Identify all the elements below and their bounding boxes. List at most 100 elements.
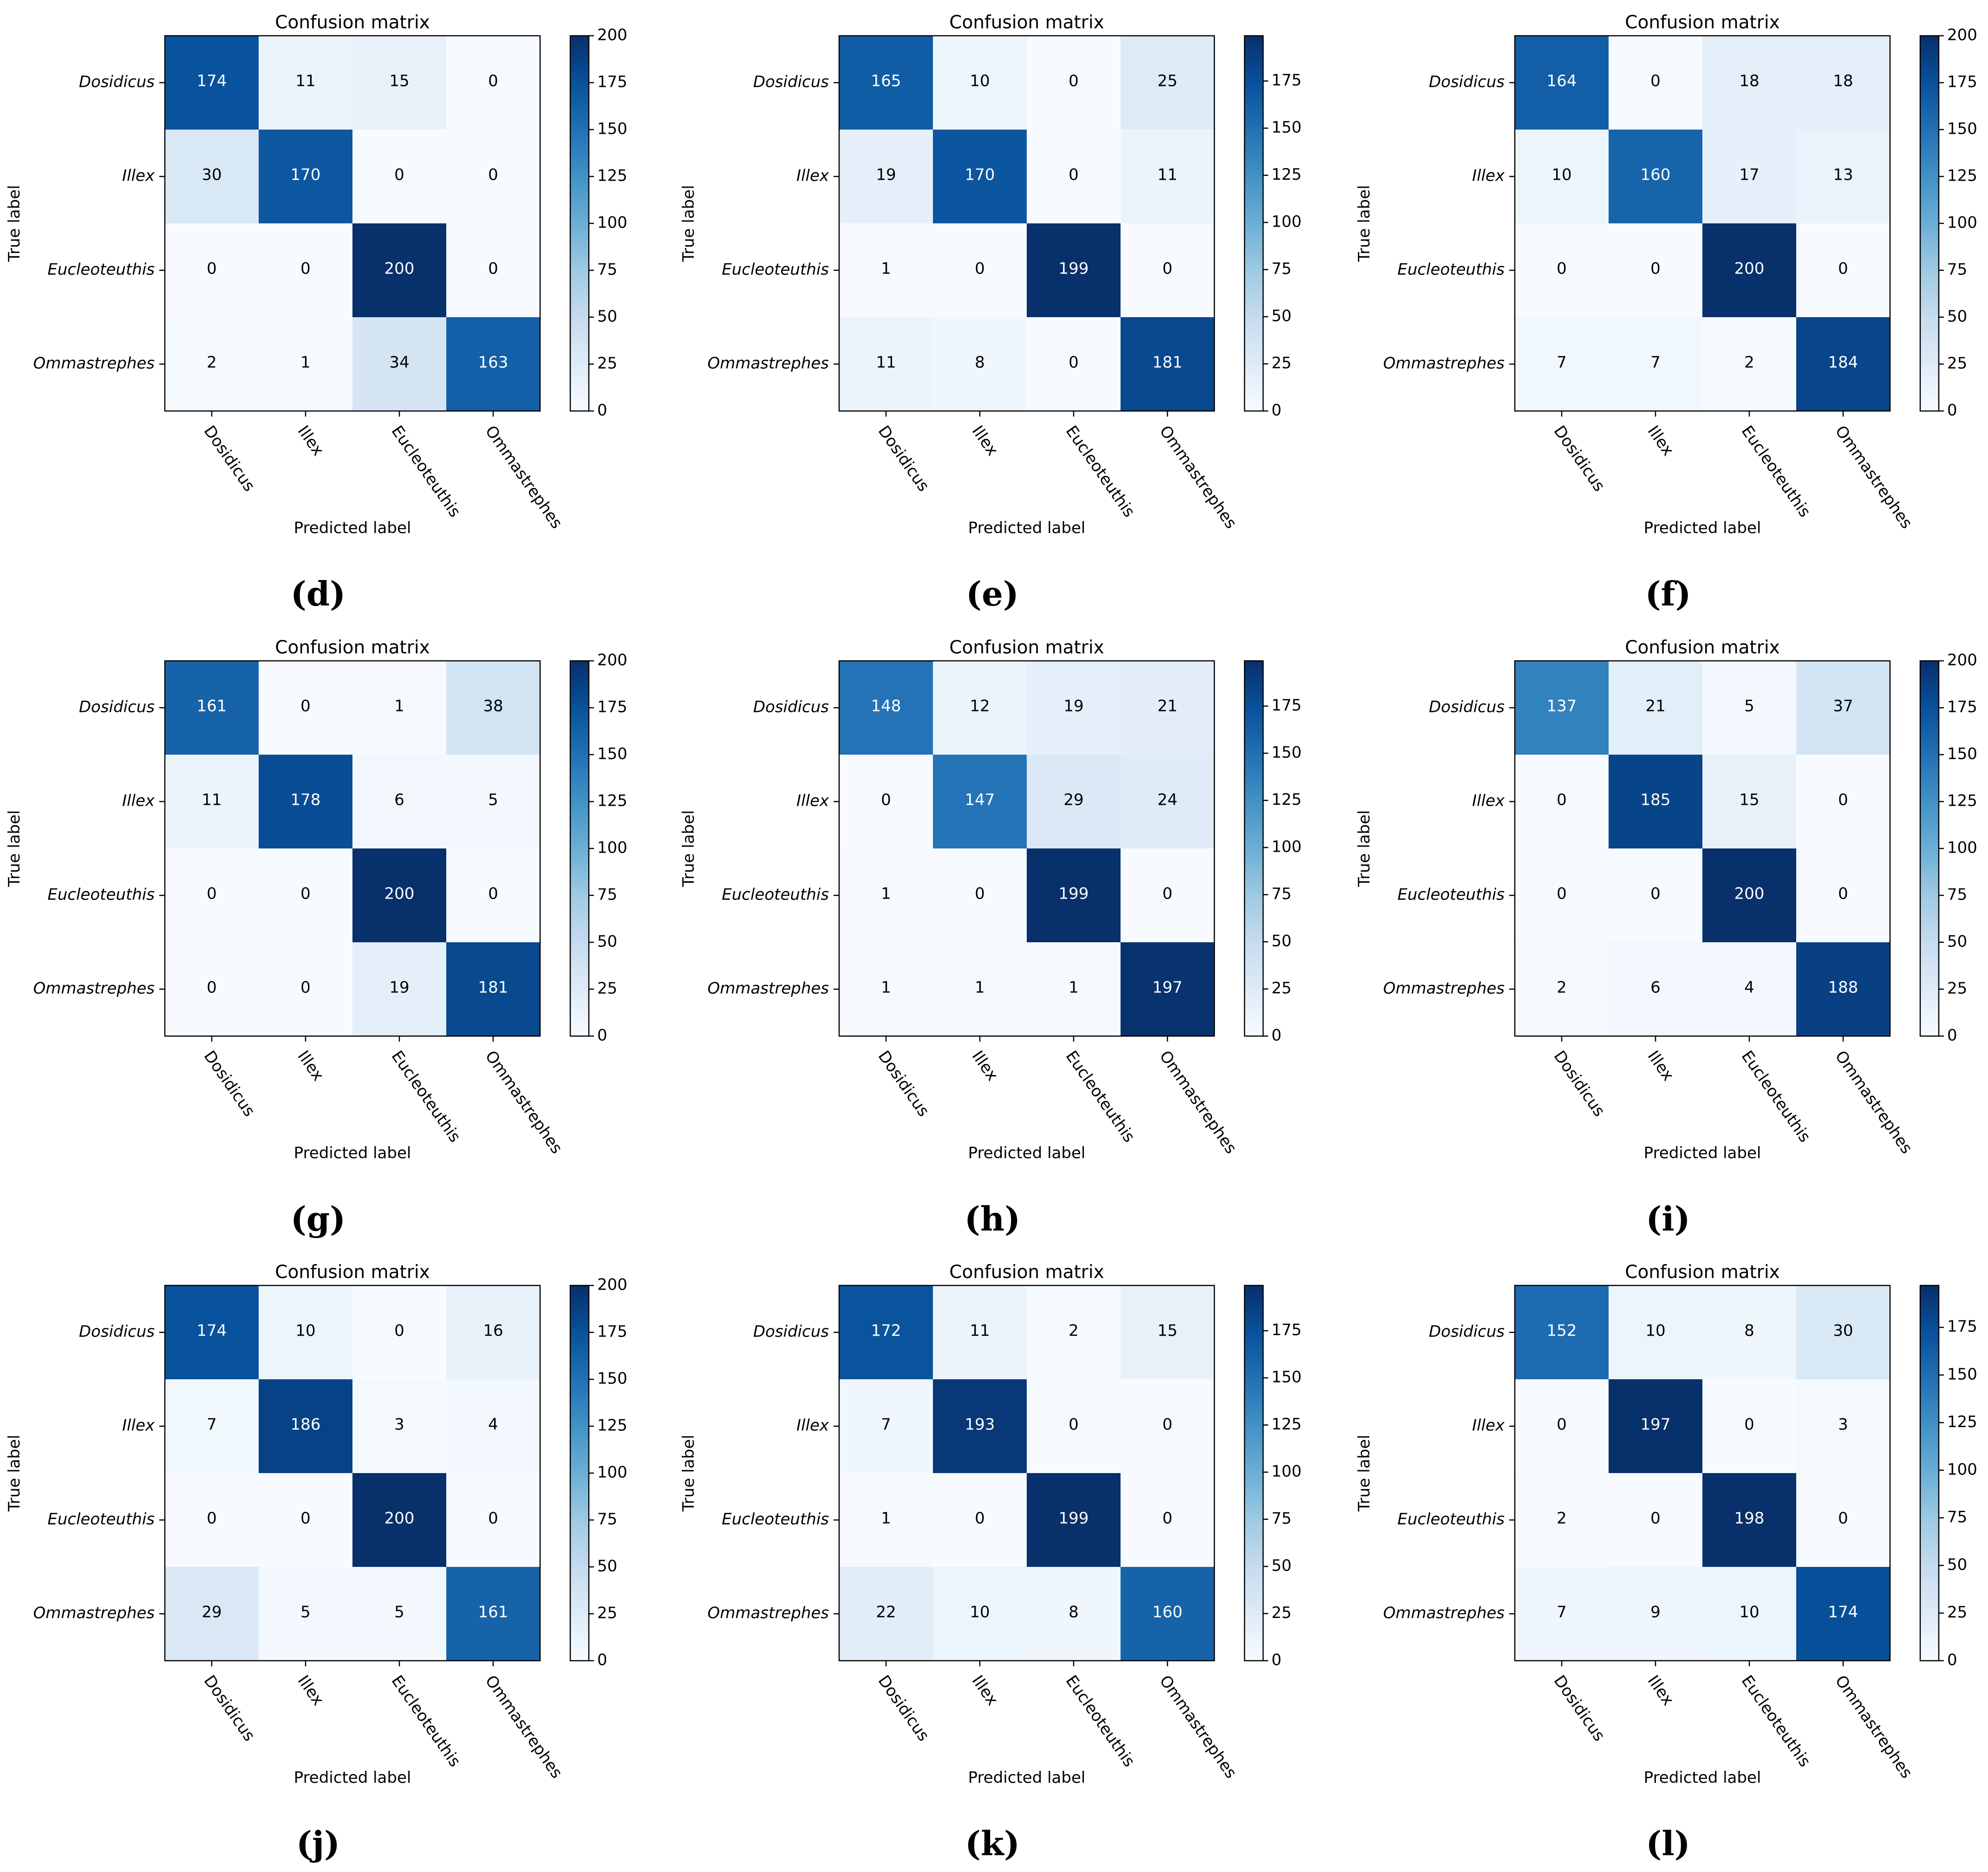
cell-value-label: 163 — [478, 353, 508, 372]
heatmap-cell — [1702, 942, 1797, 1037]
colorbar-tick-label: 125 — [1947, 792, 1977, 810]
y-tick-label: Ommastrephes — [1383, 979, 1505, 998]
heatmap-frame — [838, 35, 1215, 412]
cell-value-label: 10 — [1645, 1322, 1665, 1340]
heatmap-cell — [1027, 1473, 1121, 1567]
cell-value-label: 7 — [1650, 353, 1661, 372]
heatmap-cell — [1609, 1285, 1703, 1380]
heatmap-cell — [933, 130, 1027, 224]
y-axis-label: True label — [679, 1435, 698, 1512]
heatmap-cell — [446, 317, 541, 411]
cell-value-label: 0 — [1162, 1415, 1173, 1434]
heatmap-cell — [933, 223, 1027, 318]
cell-value-label: 9 — [1650, 1603, 1661, 1622]
cell-value-label: 3 — [394, 1415, 404, 1434]
heatmap-cell — [1609, 36, 1703, 130]
colorbar-tick-label: 175 — [597, 1323, 627, 1341]
cell-value-label: 0 — [1069, 1415, 1079, 1434]
heatmap-cell — [259, 942, 353, 1037]
colorbar-tick-label: 175 — [1947, 73, 1977, 91]
colorbar-tick-label: 75 — [1947, 1508, 1967, 1526]
cell-value-label: 25 — [1157, 72, 1177, 91]
y-tick-label: Ommastrephes — [707, 1604, 829, 1623]
cell-value-label: 7 — [207, 1415, 217, 1434]
colorbar-tick-label: 200 — [1947, 26, 1977, 45]
heatmap-cell — [1796, 1473, 1890, 1567]
colorbar-tick-label: 0 — [1947, 401, 1957, 420]
cell-value-label: 4 — [1744, 978, 1754, 997]
heatmap-cell — [1515, 36, 1609, 130]
cell-value-label: 200 — [1734, 885, 1765, 903]
cell-value-label: 161 — [478, 1603, 508, 1622]
cell-value-label: 0 — [488, 260, 498, 278]
heatmap-cell — [446, 661, 541, 755]
x-axis-label: Predicted label — [294, 519, 411, 537]
cell-value-label: 11 — [876, 353, 896, 372]
cell-value-label: 30 — [202, 166, 222, 184]
y-axis-label: True label — [5, 810, 24, 887]
heatmap-cell — [259, 661, 353, 755]
heatmap-cell — [839, 848, 933, 943]
heatmap-cell — [1702, 1473, 1797, 1567]
heatmap-cell — [933, 1473, 1027, 1567]
colorbar-tick-label: 175 — [1947, 1318, 1977, 1336]
cell-value-label: 29 — [202, 1603, 222, 1622]
panel-label: (i) — [1646, 1199, 1690, 1239]
colorbar-tick-label: 25 — [597, 979, 617, 998]
cell-value-label: 165 — [871, 72, 901, 91]
cell-value-label: 29 — [1063, 791, 1083, 809]
cell-value-label: 7 — [881, 1415, 891, 1434]
heatmap-cell — [839, 1473, 933, 1567]
cell-value-label: 148 — [871, 697, 901, 716]
confusion-matrix-panel: Confusion matrix 164 0 18 18 10 160 17 13 0 0 200 0 7… — [1355, 12, 1977, 613]
colorbar-tick-label: 150 — [1271, 1368, 1302, 1386]
heatmap-cell — [1121, 661, 1215, 755]
colorbar-tick-label: 100 — [597, 839, 627, 857]
colorbar-tick-label: 25 — [1947, 979, 1967, 998]
heatmap-cell — [165, 942, 259, 1037]
heatmap-cell — [1796, 317, 1890, 411]
y-tick-label: Eucleoteuthis — [1397, 886, 1505, 904]
y-tick-label: Illex — [796, 792, 829, 810]
heatmap-cell — [352, 1379, 447, 1474]
colorbar-tick-label: 125 — [1947, 1413, 1977, 1431]
y-tick-label: Eucleoteuthis — [47, 886, 155, 904]
heatmap-cell — [352, 1285, 447, 1380]
colorbar-tick-label: 150 — [1271, 743, 1302, 762]
heatmap-cell — [165, 36, 259, 130]
colorbar-tick-label: 50 — [1271, 932, 1291, 950]
heatmap-cell — [1609, 223, 1703, 318]
heatmap-cell — [446, 130, 541, 224]
heatmap-cell — [259, 1285, 353, 1380]
heatmap-cell — [1121, 755, 1215, 849]
colorbar — [569, 1285, 590, 1662]
y-tick-label: Ommastrephes — [33, 1604, 155, 1623]
cell-value-label: 0 — [488, 166, 498, 184]
cell-value-label: 0 — [300, 885, 311, 903]
heatmap-cell — [1515, 1473, 1609, 1567]
y-axis-label: True label — [1355, 185, 1374, 262]
heatmap-cell — [352, 317, 447, 411]
heatmap-cell — [839, 223, 933, 318]
cell-value-label: 3 — [1838, 1415, 1848, 1434]
heatmap-cell — [1027, 942, 1121, 1037]
heatmap-cell — [259, 130, 353, 224]
cell-value-label: 10 — [295, 1322, 315, 1340]
heatmap-cell — [1121, 1567, 1215, 1661]
chart-title: Confusion matrix — [1625, 1262, 1780, 1283]
confusion-matrix-panel: Confusion matrix 152 10 8 30 0 197 0 3 2 0 198 0 7 9 10… — [1355, 1262, 1977, 1863]
colorbar — [1919, 660, 1940, 1037]
cell-value-label: 0 — [1650, 1509, 1661, 1528]
y-tick-label: Dosidicus — [79, 73, 155, 91]
cell-value-label: 0 — [300, 260, 311, 278]
heatmap-cell — [839, 317, 933, 411]
cell-value-label: 15 — [389, 72, 409, 91]
y-tick-label: Ommastrephes — [33, 979, 155, 998]
heatmap-cell — [352, 848, 447, 943]
heatmap-cell — [1515, 317, 1609, 411]
cell-value-label: 0 — [394, 166, 404, 184]
heatmap-cell — [1796, 223, 1890, 318]
cell-value-label: 199 — [1059, 885, 1089, 903]
cell-value-label: 5 — [488, 791, 498, 809]
heatmap-cell — [839, 942, 933, 1037]
